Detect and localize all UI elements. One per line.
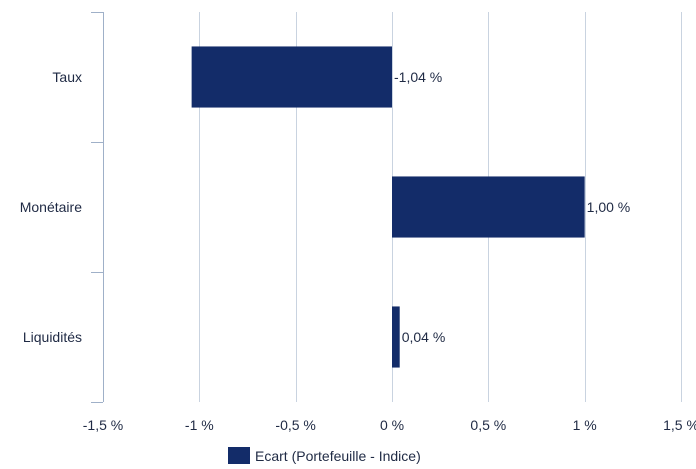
x-tick-label: -1 % xyxy=(185,417,214,433)
x-tick-label: -0,5 % xyxy=(275,417,315,433)
bars xyxy=(191,46,585,368)
x-tick-label: 0,5 % xyxy=(470,417,506,433)
category-label: Monétaire xyxy=(20,199,82,215)
legend-swatch xyxy=(228,447,250,464)
bar xyxy=(392,306,400,368)
bar xyxy=(392,176,585,238)
data-label: 0,04 % xyxy=(402,329,446,345)
data-label: -1,04 % xyxy=(394,69,442,85)
bar xyxy=(191,46,392,108)
x-tick-label: 0 % xyxy=(380,417,404,433)
x-tick-label: 1 % xyxy=(573,417,597,433)
x-tick-labels: -1,5 % -1 % -0,5 % 0 % 0,5 % 1 % 1,5 % xyxy=(83,417,696,433)
data-labels: -1,04 % 1,00 % 0,04 % xyxy=(394,69,630,345)
legend: Ecart (Portefeuille - Indice) xyxy=(228,447,421,464)
data-label: 1,00 % xyxy=(587,199,631,215)
legend-label: Ecart (Portefeuille - Indice) xyxy=(255,448,421,464)
category-label: Taux xyxy=(52,69,82,85)
category-labels: Taux Monétaire Liquidités xyxy=(20,69,82,345)
category-label: Liquidités xyxy=(23,329,82,345)
category-axis xyxy=(91,12,104,403)
x-tick-label: 1,5 % xyxy=(663,417,696,433)
x-tick-label: -1,5 % xyxy=(83,417,123,433)
